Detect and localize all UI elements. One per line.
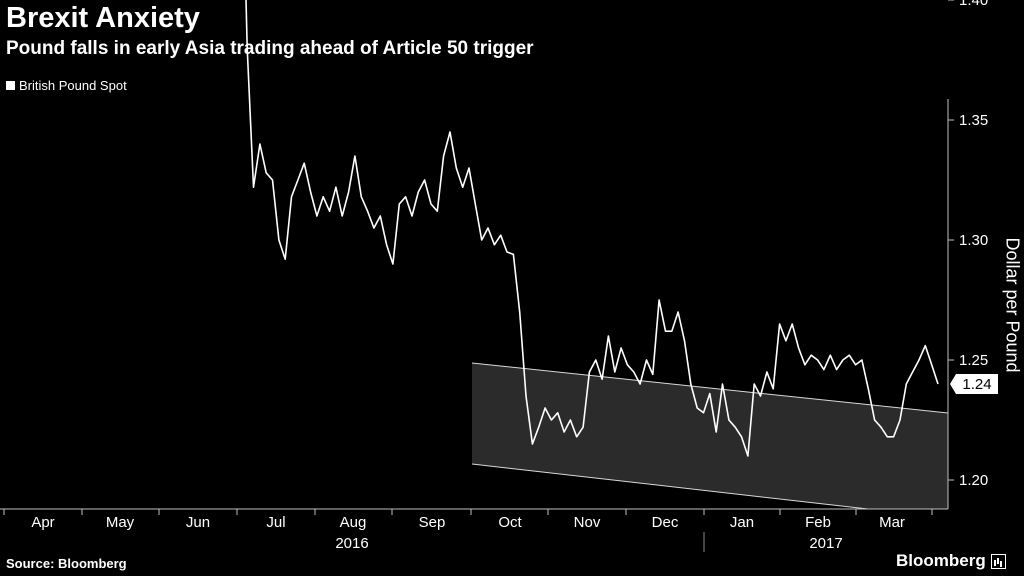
y-tick-label: 1.30 xyxy=(959,232,988,249)
x-tick-label: Nov xyxy=(574,514,601,531)
x-tick-label: Sep xyxy=(419,514,446,531)
x-tick-label: Jan xyxy=(730,514,754,531)
channel-upper-line xyxy=(471,362,949,414)
series-line-british-pound-spot xyxy=(245,0,939,457)
brand-name: Bloomberg xyxy=(896,551,986,570)
year-label: 2016 xyxy=(335,535,368,552)
x-tick-label: Jun xyxy=(186,514,210,531)
y-tick-label: 1.35 xyxy=(959,112,988,129)
year-label: 2017 xyxy=(809,535,842,552)
legend-swatch xyxy=(6,81,15,90)
source-note: Source: Bloomberg xyxy=(6,556,127,571)
x-tick-label: Feb xyxy=(805,514,831,531)
x-tick-label: Apr xyxy=(31,514,54,531)
y-tick-label: 1.40 xyxy=(959,0,988,9)
legend-label: British Pound Spot xyxy=(19,78,127,93)
channel-lower-line xyxy=(471,463,869,510)
x-tick-label: Jul xyxy=(266,514,285,531)
x-tick-label: Dec xyxy=(652,514,679,531)
brand-logo: Bloomberg xyxy=(896,551,1006,571)
legend: British Pound Spot xyxy=(6,78,127,93)
trend-channel xyxy=(472,363,948,509)
x-tick-label: May xyxy=(106,514,135,531)
current-value-label: 1.24 xyxy=(962,376,991,393)
chart-title: Brexit Anxiety xyxy=(6,2,200,34)
x-tick-label: Aug xyxy=(340,514,367,531)
y-tick-label: 1.25 xyxy=(959,352,988,369)
current-value-marker xyxy=(950,374,998,394)
bar-chart-icon xyxy=(990,553,1006,569)
chart-subtitle: Pound falls in early Asia trading ahead … xyxy=(6,38,534,59)
x-tick-label: Oct xyxy=(498,514,522,531)
y-tick-label: 1.20 xyxy=(959,472,988,489)
y-axis-title: Dollar per Pound xyxy=(1002,237,1023,373)
x-tick-label: Mar xyxy=(879,514,905,531)
